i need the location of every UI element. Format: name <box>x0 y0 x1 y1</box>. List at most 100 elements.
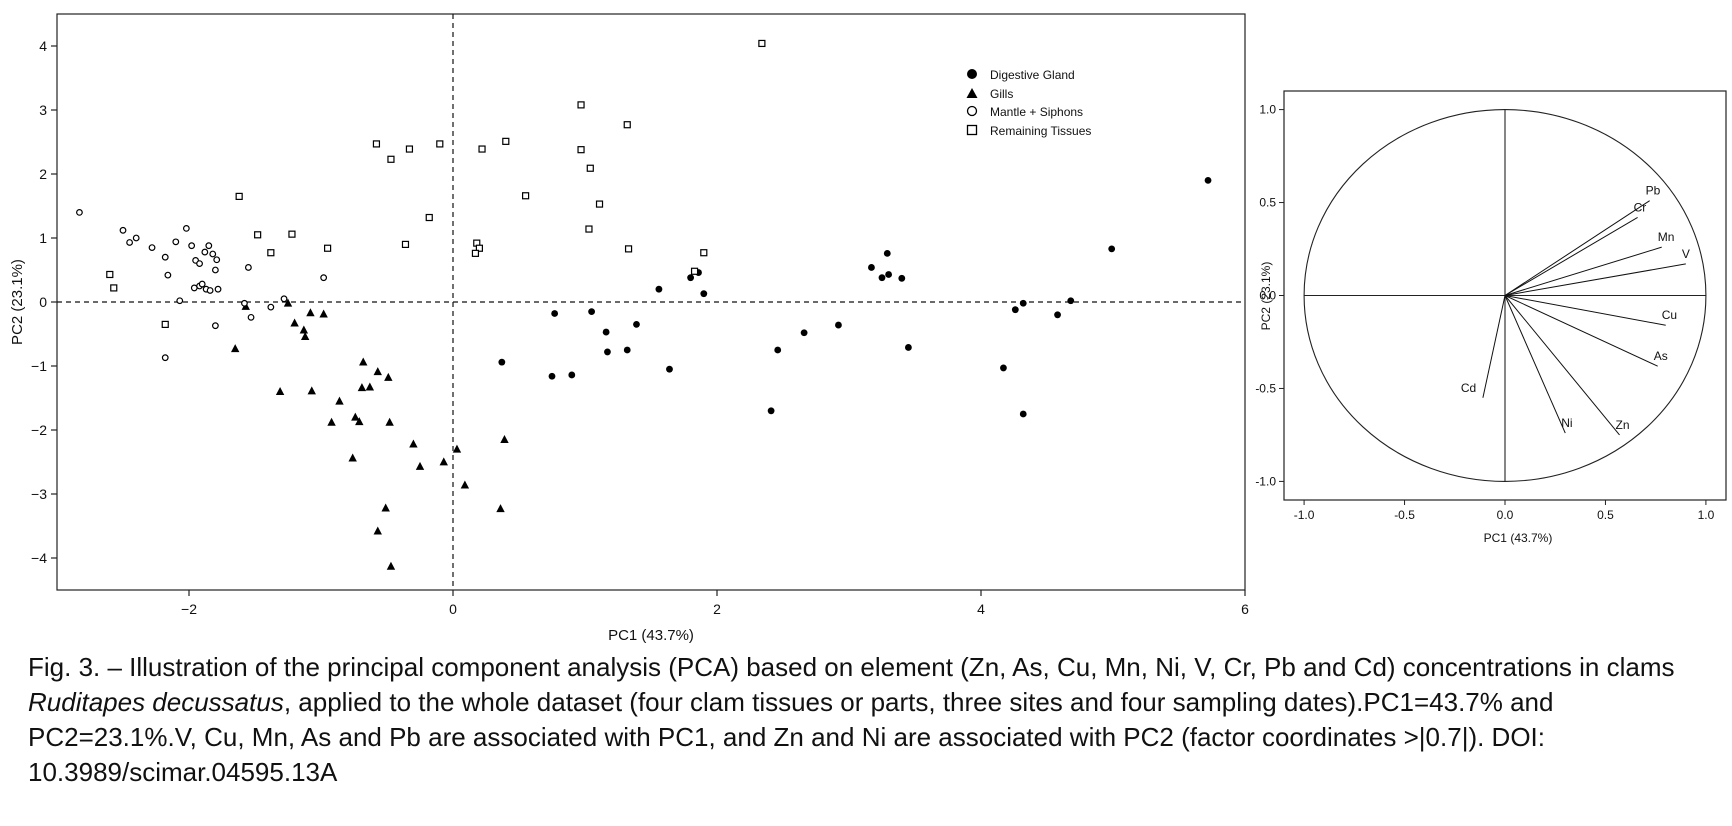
gills-point <box>335 396 344 405</box>
score-plot-y-tick-label: −3 <box>31 486 47 502</box>
loading-vector-label-v: V <box>1682 247 1690 261</box>
digestive-gland-point <box>1067 297 1075 305</box>
remaining-tissues-point <box>436 140 444 148</box>
score-plot-ticks: −2 0 2 4 6 4 3 2 1 0 −1 −2 −3 −4 <box>31 38 1249 617</box>
loading-vector-label-cr: Cr <box>1634 200 1647 214</box>
remaining-tissues-point <box>502 137 510 145</box>
gills-point <box>319 309 328 318</box>
legend-gills-label: Gills <box>990 87 1013 101</box>
remaining-tissues-point <box>700 249 708 257</box>
loading-plot-y-label: PC2 (23.1%) <box>1259 262 1273 331</box>
mantle-siphons-point <box>161 354 169 362</box>
loading-plot-vectors: Pb Cr Mn V Cu As Zn Ni Cd <box>1461 184 1690 436</box>
mantle-siphons-point <box>214 285 222 293</box>
score-plot-y-tick-label: 3 <box>39 102 47 118</box>
gills-point <box>373 367 382 376</box>
loading-plot-x-tick-label: 0.0 <box>1497 508 1514 522</box>
remaining-tissues-point <box>267 249 275 257</box>
digestive-gland-point <box>588 308 595 315</box>
loading-vector-label-pb: Pb <box>1646 184 1661 198</box>
gills-point <box>231 344 240 353</box>
remaining-tissues-point <box>387 155 395 163</box>
mantle-siphons-point <box>247 313 255 321</box>
loading-vector-label-ni: Ni <box>1561 416 1572 430</box>
remaining-tissues-point <box>425 213 433 222</box>
mantle-siphons-point <box>196 260 203 268</box>
score-plot-x-tick-label: 4 <box>977 601 985 617</box>
gills-point <box>290 318 299 327</box>
score-plot-y-label: PC2 (23.1%) <box>9 259 26 345</box>
loading-plot-y-tick-label: 0.5 <box>1259 196 1276 210</box>
digestive-gland-point <box>498 358 506 366</box>
mantle-siphons-point <box>76 208 83 216</box>
digestive-gland-point <box>602 328 610 336</box>
digestive-gland-point <box>633 321 640 328</box>
remaining-tissues-point <box>586 164 594 172</box>
digestive-gland-point <box>835 321 842 329</box>
loading-plot-ticks: -1.0 -0.5 0.0 0.5 1.0 1.0 0.5 0.0 -0.5 -1.0 <box>1255 103 1714 522</box>
score-plot-reference-lines <box>57 14 1245 590</box>
gills-point <box>500 435 509 443</box>
loading-vector-pb <box>1504 200 1650 296</box>
gills-point <box>348 453 357 462</box>
score-plot-x-tick-label: 0 <box>449 601 457 617</box>
digestive-gland-point <box>1011 306 1019 314</box>
digestive-gland-point <box>551 310 559 317</box>
mantle-siphons-point <box>126 239 134 246</box>
mantle-siphons-point <box>164 271 172 279</box>
digestive-gland-point <box>700 290 708 298</box>
score-plot-y-tick-label: −2 <box>31 422 47 438</box>
remaining-tissues-point <box>521 192 530 200</box>
score-plot-y-tick-label: 0 <box>39 294 47 310</box>
score-plot-points <box>76 39 1212 570</box>
mantle-siphons-point <box>119 226 127 234</box>
loading-vector-as <box>1504 295 1658 367</box>
remaining-tissues-point <box>235 192 243 200</box>
digestive-gland-point <box>548 372 556 380</box>
gills-point <box>327 417 336 426</box>
gills-point <box>385 417 394 426</box>
legend-mantle-siphons-label: Mantle + Siphons <box>990 105 1083 119</box>
remaining-tissues-point <box>758 39 766 48</box>
figure-caption: Fig. 3. – Illustration of the principal … <box>28 650 1718 790</box>
remaining-tissues-point <box>595 200 604 208</box>
digestive-gland-point <box>774 346 782 354</box>
remaining-tissues-point <box>624 245 633 253</box>
score-plot-y-tick-label: 1 <box>39 230 47 246</box>
loading-plot-y-tick-label: 0.0 <box>1259 289 1276 303</box>
digestive-gland-point <box>1019 410 1027 418</box>
gills-point <box>452 444 462 453</box>
loading-vector-label-as: As <box>1654 349 1668 363</box>
digestive-gland-point <box>1108 245 1116 253</box>
loading-vector-v <box>1504 263 1686 296</box>
gills-point <box>384 372 393 381</box>
score-plot-x-label: PC1 (43.7%) <box>608 627 694 644</box>
loading-plot-x-tick-label: -0.5 <box>1394 508 1415 522</box>
caption-species-name: Ruditapes decussatus <box>28 687 284 717</box>
digestive-gland-point <box>898 274 906 282</box>
remaining-tissues-point <box>324 244 332 252</box>
mantle-siphons-point <box>280 295 288 303</box>
caption-text-start: Fig. 3. – Illustration of the principal … <box>28 652 1675 682</box>
loading-vector-cu <box>1504 295 1666 326</box>
score-plot-y-tick-label: 2 <box>39 166 47 182</box>
score-plot-x-tick-label: 6 <box>1241 601 1249 617</box>
mantle-siphons-point <box>206 287 214 294</box>
remaining-tissues-point <box>401 240 410 248</box>
gills-point <box>439 457 448 466</box>
digestive-gland-point <box>905 344 912 351</box>
gills-point <box>357 383 367 392</box>
loading-plot-y-tick-label: -0.5 <box>1255 381 1276 395</box>
loading-vector-ni <box>1504 295 1566 434</box>
legend-remaining-tissues-marker <box>966 124 978 136</box>
score-plot-y-tick-label: −4 <box>31 550 47 566</box>
digestive-gland-point <box>687 274 694 282</box>
digestive-gland-point <box>1054 311 1061 319</box>
gills-point <box>307 386 316 395</box>
digestive-gland-point <box>655 285 663 293</box>
digestive-gland-point <box>1204 177 1212 184</box>
gills-point <box>275 387 285 395</box>
remaining-tissues-point <box>623 121 631 129</box>
remaining-tissues-point <box>161 320 169 328</box>
